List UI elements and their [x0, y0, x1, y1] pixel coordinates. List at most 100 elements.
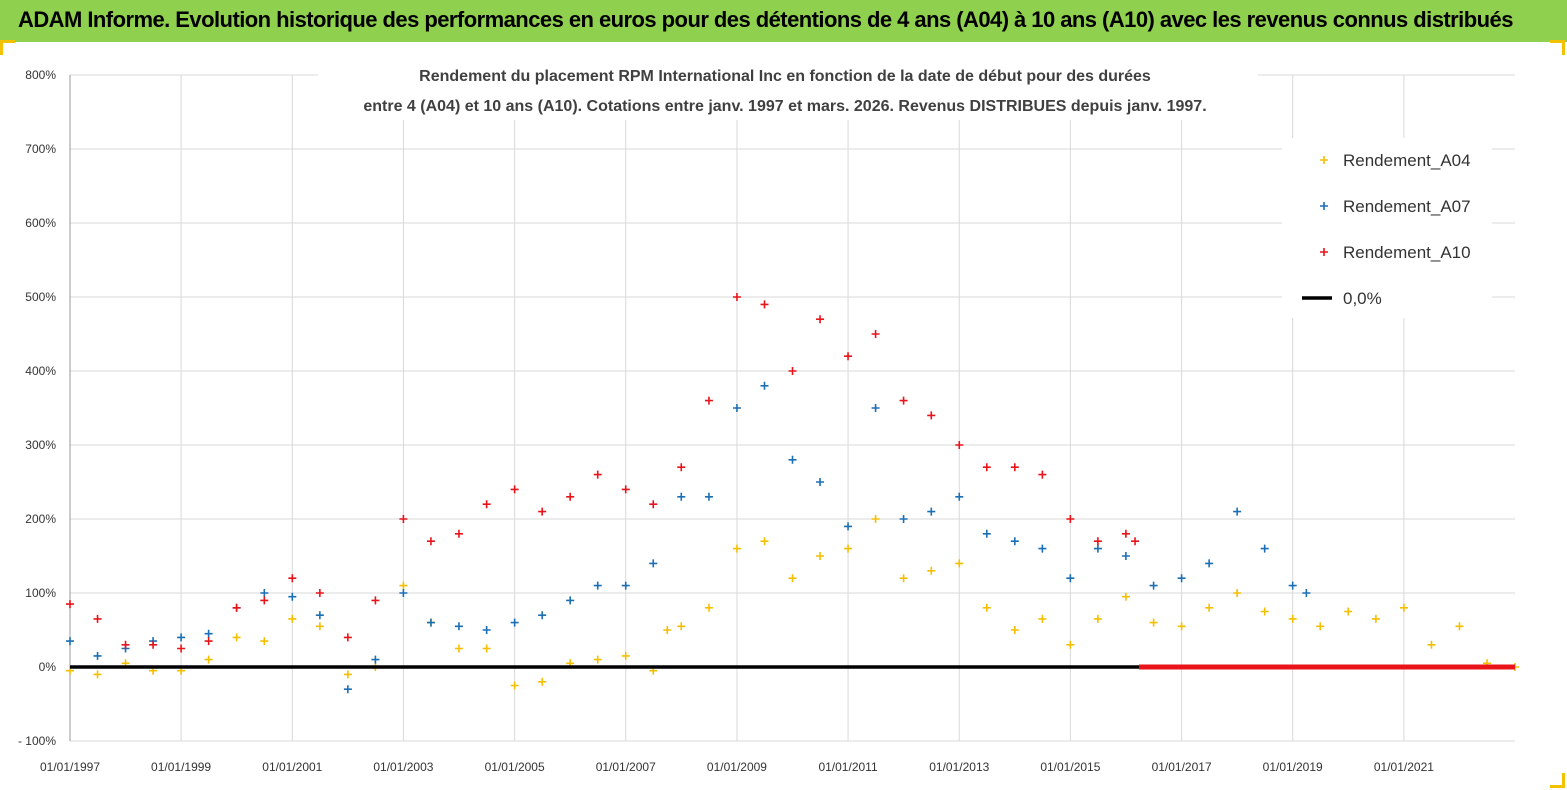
legend-label: Rendement_A10 — [1343, 243, 1471, 262]
data-point — [260, 637, 269, 646]
data-point — [1131, 537, 1140, 546]
data-point — [788, 455, 797, 464]
x-tick-label: 01/01/1997 — [40, 760, 100, 774]
legend-label: 0,0% — [1343, 289, 1382, 308]
data-point — [788, 574, 797, 583]
data-point — [566, 596, 575, 605]
data-point — [1121, 592, 1130, 601]
page-title: ADAM Informe. Evolution historique des p… — [18, 7, 1513, 32]
data-point — [232, 633, 241, 642]
data-point — [1066, 515, 1075, 523]
data-point — [1233, 589, 1242, 597]
data-point — [899, 574, 908, 583]
data-point — [816, 552, 825, 560]
data-point — [844, 352, 853, 361]
data-point — [426, 537, 435, 546]
data-point — [566, 492, 575, 501]
data-point — [982, 529, 991, 538]
data-point — [343, 633, 352, 642]
data-point — [1205, 559, 1214, 568]
data-point — [204, 655, 213, 664]
data-point — [482, 644, 491, 653]
data-point — [760, 537, 769, 546]
data-point — [621, 581, 630, 590]
data-point — [871, 515, 880, 523]
data-point — [482, 500, 491, 509]
data-point — [232, 603, 241, 612]
data-point — [982, 603, 991, 612]
data-point — [371, 596, 380, 605]
data-point — [121, 640, 130, 649]
data-point — [1260, 607, 1269, 616]
y-tick-label: 300% — [25, 438, 56, 452]
data-point — [1205, 603, 1214, 612]
data-point — [260, 596, 269, 605]
data-point — [927, 507, 936, 516]
data-point — [844, 522, 853, 531]
data-point — [315, 622, 324, 631]
data-point — [93, 614, 102, 623]
chart-subtitle-line-2: entre 4 (A04) et 10 ans (A10). Cotations… — [363, 98, 1206, 115]
data-point — [621, 651, 630, 660]
legend: Rendement_A04 Rendement_A07 Rendement_A10 0… — [1302, 151, 1471, 308]
data-point — [816, 478, 825, 486]
data-point — [177, 633, 186, 642]
data-point — [1177, 622, 1186, 631]
data-point — [1093, 614, 1102, 623]
series-rendement-a10 — [66, 293, 1140, 653]
y-tick-label: 500% — [25, 290, 56, 304]
data-point — [399, 581, 408, 590]
frame-corner-top-left — [0, 40, 15, 55]
y-tick-label: 800% — [25, 68, 56, 82]
data-point — [760, 381, 769, 390]
data-point — [1121, 552, 1130, 560]
data-point — [149, 640, 158, 649]
y-tick-label: 200% — [25, 512, 56, 526]
data-point — [399, 589, 408, 597]
data-point — [66, 600, 74, 609]
data-point — [677, 492, 686, 501]
data-point — [288, 592, 297, 601]
data-point — [426, 618, 435, 627]
data-point — [1093, 544, 1102, 553]
data-point — [760, 300, 769, 309]
data-point — [538, 611, 547, 620]
y-tick-label: 700% — [25, 142, 56, 156]
data-point — [538, 507, 547, 516]
x-tick-label: 01/01/2021 — [1374, 760, 1434, 774]
data-point — [649, 559, 658, 568]
subtitle-background — [318, 54, 1258, 120]
data-point — [927, 566, 936, 575]
data-point — [1149, 581, 1158, 590]
series-rendement-a04 — [66, 515, 1519, 690]
data-point — [732, 404, 741, 412]
series-rendement-a07 — [66, 381, 1311, 694]
data-point — [844, 544, 853, 553]
x-axis-ticks: 01/01/1997 01/01/1999 01/01/2001 01/01/2003… — [40, 760, 1434, 774]
frame-corner-bottom-right — [1550, 773, 1565, 788]
data-point — [1260, 544, 1269, 553]
data-point — [677, 463, 686, 472]
x-tick-label: 01/01/2011 — [818, 760, 877, 774]
legend-marker — [1320, 202, 1328, 210]
data-point — [982, 463, 991, 472]
data-point — [1038, 614, 1047, 623]
data-point — [1302, 589, 1311, 597]
legend-label: Rendement_A07 — [1343, 197, 1471, 216]
legend-marker — [1320, 248, 1328, 256]
data-point — [899, 396, 908, 405]
y-tick-label: 400% — [25, 364, 56, 378]
data-point — [93, 670, 102, 679]
data-point — [1121, 529, 1130, 538]
x-tick-label: 01/01/2017 — [1152, 760, 1212, 774]
x-tick-label: 01/01/2019 — [1263, 760, 1323, 774]
data-point — [510, 618, 519, 627]
data-point — [1066, 574, 1075, 583]
x-tick-label: 01/01/1999 — [151, 760, 211, 774]
data-point — [482, 626, 491, 634]
data-point — [315, 611, 324, 620]
plot-area — [66, 293, 1519, 694]
data-point — [399, 515, 408, 523]
y-tick-label: - 100% — [18, 734, 56, 748]
